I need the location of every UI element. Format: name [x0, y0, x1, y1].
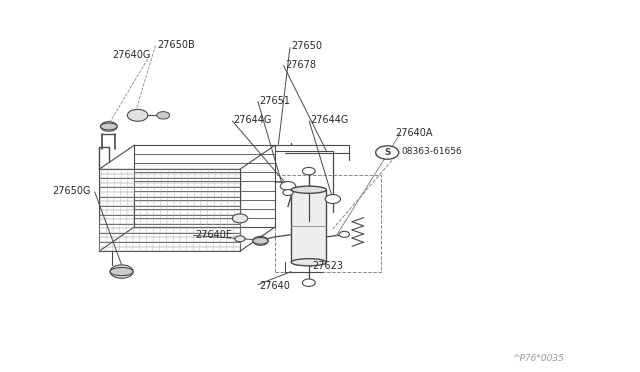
- Circle shape: [325, 195, 340, 203]
- Text: 27644G: 27644G: [310, 115, 349, 125]
- Ellipse shape: [291, 259, 326, 266]
- Circle shape: [376, 146, 399, 159]
- Circle shape: [235, 236, 245, 242]
- Circle shape: [253, 236, 268, 245]
- Circle shape: [283, 190, 293, 196]
- Text: ^P76*0035: ^P76*0035: [512, 355, 564, 363]
- Text: 27623: 27623: [312, 262, 343, 271]
- Bar: [275, 175, 381, 272]
- Circle shape: [232, 214, 248, 223]
- Text: 27650B: 27650B: [157, 40, 195, 49]
- Text: 27640G: 27640G: [112, 50, 150, 60]
- Text: 27640: 27640: [259, 281, 290, 291]
- Circle shape: [100, 122, 117, 131]
- Circle shape: [303, 279, 315, 286]
- Text: S: S: [384, 148, 390, 157]
- Ellipse shape: [110, 267, 133, 276]
- Ellipse shape: [100, 123, 117, 130]
- Text: 27678: 27678: [285, 60, 316, 70]
- Ellipse shape: [253, 237, 268, 244]
- Text: 27650G: 27650G: [52, 186, 91, 196]
- Text: 27650: 27650: [291, 41, 322, 51]
- Circle shape: [303, 167, 315, 175]
- Text: 27644G: 27644G: [234, 115, 272, 125]
- Circle shape: [110, 265, 133, 278]
- Bar: [291, 190, 326, 262]
- Text: 27640A: 27640A: [396, 128, 433, 138]
- Text: 27651: 27651: [259, 96, 290, 106]
- Text: 08363-61656: 08363-61656: [401, 147, 462, 156]
- Circle shape: [157, 112, 170, 119]
- Ellipse shape: [291, 186, 326, 193]
- Text: 27640E: 27640E: [195, 230, 232, 240]
- Circle shape: [339, 231, 349, 237]
- Circle shape: [127, 109, 148, 121]
- Circle shape: [280, 182, 296, 190]
